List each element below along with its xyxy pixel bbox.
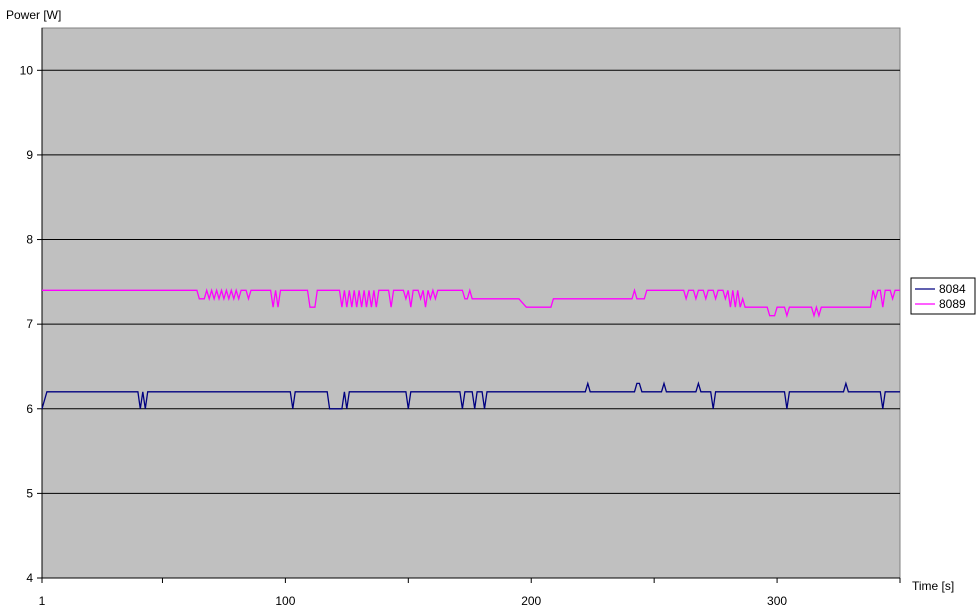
y-tick-label-5: 5 bbox=[26, 486, 33, 500]
x-tick-label-1: 1 bbox=[39, 594, 46, 608]
axes: 4 5 6 7 8 9 10 1 100 200 300 bbox=[20, 28, 901, 608]
y-tick-label-9: 9 bbox=[26, 148, 33, 162]
x-axis-title: Time [s] bbox=[912, 579, 954, 593]
gridlines bbox=[42, 69, 900, 494]
series-lines bbox=[41, 287, 900, 410]
legend-box bbox=[910, 277, 976, 315]
legend-label-8089: 8089 bbox=[939, 297, 966, 311]
y-tick-label-8: 8 bbox=[26, 233, 33, 247]
x-tick-label-200: 200 bbox=[521, 594, 541, 608]
y-tick-label-6: 6 bbox=[26, 402, 33, 416]
legend-label-8084: 8084 bbox=[939, 282, 966, 296]
y-tick-label-7: 7 bbox=[26, 317, 33, 331]
series-line-8084 bbox=[41, 381, 900, 410]
series-line-8089 bbox=[42, 287, 900, 319]
x-tick-label-300: 300 bbox=[767, 594, 787, 608]
x-tick-label-100: 100 bbox=[275, 594, 295, 608]
plot-area bbox=[41, 27, 901, 579]
y-tick-label-4: 4 bbox=[26, 571, 33, 585]
y-tick-label-10: 10 bbox=[20, 63, 34, 77]
y-axis-title: Power [W] bbox=[6, 8, 61, 22]
